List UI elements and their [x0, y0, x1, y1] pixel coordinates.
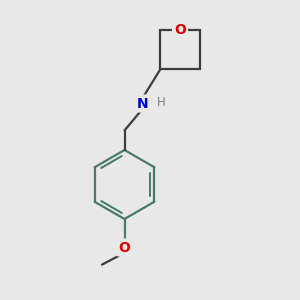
Text: N: N — [137, 97, 148, 110]
Text: H: H — [157, 96, 166, 110]
Text: O: O — [174, 23, 186, 37]
Text: O: O — [118, 241, 130, 254]
